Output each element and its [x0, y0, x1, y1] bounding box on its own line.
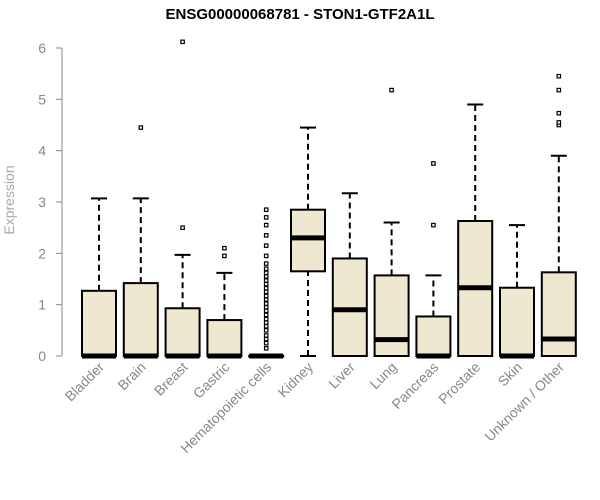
- box-unknown-other: [540, 73, 577, 357]
- x-tick-label: Brain: [114, 359, 148, 393]
- x-tick-label: Unknown / Other: [481, 359, 567, 445]
- outlier-point: [263, 278, 269, 283]
- outlier-point: [263, 270, 269, 276]
- box-prostate: [457, 103, 494, 357]
- outlier-point: [431, 161, 436, 166]
- outlier-point: [263, 261, 269, 266]
- y-axis-label: Expression: [1, 165, 17, 234]
- x-tick-label: Bladder: [62, 359, 108, 405]
- box-bladder: [81, 197, 117, 359]
- outlier-point: [263, 301, 269, 306]
- outlier-point: [263, 308, 269, 314]
- outlier-point: [180, 39, 185, 45]
- y-tick-label: 5: [38, 91, 46, 107]
- y-tick-label: 3: [38, 194, 46, 210]
- outlier-point: [180, 225, 185, 230]
- x-tick-label: Breast: [151, 359, 191, 399]
- plot-area: [81, 39, 577, 359]
- outlier-point: [263, 289, 269, 295]
- box-skin: [499, 224, 535, 359]
- outlier-point: [431, 222, 436, 228]
- outlier-point: [263, 285, 269, 291]
- outlier-point: [222, 245, 227, 251]
- iqr-box: [415, 315, 452, 357]
- x-tick-label: Prostate: [435, 359, 483, 407]
- box-lung: [373, 87, 410, 358]
- outlier-point: [263, 304, 269, 310]
- outlier-point: [263, 215, 269, 220]
- outlier-point: [263, 336, 269, 342]
- outlier-point: [263, 320, 269, 325]
- outlier-point: [222, 253, 227, 259]
- outlier-point: [556, 120, 562, 125]
- outlier-point: [263, 222, 269, 228]
- iqr-box: [290, 208, 326, 273]
- iqr-box: [164, 307, 201, 358]
- box-gastric: [206, 245, 243, 359]
- outlier-point: [263, 243, 269, 248]
- y-tick-label: 0: [38, 348, 46, 364]
- iqr-box: [499, 286, 535, 357]
- x-tick-label: Skin: [495, 359, 526, 390]
- y-tick-label: 6: [38, 40, 46, 56]
- outlier-point: [263, 328, 269, 333]
- x-tick-label: Liver: [325, 359, 358, 392]
- outlier-point: [263, 274, 269, 279]
- outlier-point: [263, 340, 269, 346]
- iqr-box: [540, 271, 577, 357]
- outlier-point: [263, 293, 269, 299]
- outlier-point: [263, 281, 269, 287]
- outlier-point: [389, 87, 394, 93]
- y-tick-label: 2: [38, 245, 46, 261]
- outlier-point: [556, 73, 562, 79]
- iqr-box: [206, 319, 243, 358]
- outlier-point: [263, 346, 269, 351]
- outlier-point: [263, 323, 269, 329]
- box-hematopoietic-cells: [248, 207, 285, 359]
- outlier-point: [263, 266, 269, 272]
- outlier-point: [138, 125, 144, 130]
- chart-title: ENSG00000068781 - STON1-GTF2A1L: [165, 6, 435, 23]
- x-tick-label: Lung: [366, 359, 399, 392]
- y-tick-label: 4: [38, 143, 46, 159]
- box-pancreas: [415, 161, 452, 359]
- outlier-point: [556, 87, 562, 93]
- box-kidney: [290, 126, 326, 357]
- box-liver: [331, 192, 368, 358]
- outlier-point: [263, 233, 269, 238]
- iqr-box: [81, 289, 117, 358]
- outlier-point: [263, 297, 269, 302]
- outlier-point: [263, 253, 269, 259]
- x-tick-label: Kidney: [275, 359, 317, 401]
- iqr-box: [373, 274, 410, 358]
- outlier-point: [263, 316, 269, 322]
- y-axis: 0 1 2 3 4 5 6: [38, 40, 63, 364]
- y-tick-label: 1: [38, 297, 46, 313]
- box-breast: [164, 39, 201, 359]
- iqr-box: [331, 257, 368, 358]
- outlier-point: [263, 312, 269, 318]
- outlier-point: [556, 110, 562, 116]
- outlier-point: [263, 207, 269, 213]
- outlier-point: [263, 333, 269, 338]
- iqr-box: [122, 282, 159, 357]
- box-brain: [122, 125, 159, 359]
